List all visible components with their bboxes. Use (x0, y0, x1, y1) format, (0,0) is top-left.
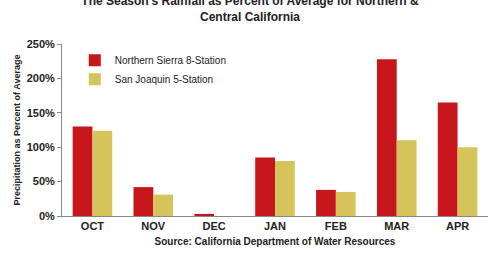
svg-text:0%: 0% (39, 210, 55, 222)
svg-text:250%: 250% (27, 38, 55, 50)
svg-text:Source: California Department: Source: California Department of Water R… (155, 236, 396, 247)
svg-text:APR: APR (446, 220, 469, 232)
svg-text:JAN: JAN (264, 220, 286, 232)
svg-text:NOV: NOV (141, 220, 166, 232)
svg-text:Precipitation as Percent of Av: Precipitation as Percent of Average (12, 55, 22, 206)
svg-text:Northern Sierra 8-Station: Northern Sierra 8-Station (115, 55, 226, 66)
svg-text:200%: 200% (27, 72, 55, 84)
svg-text:100%: 100% (27, 141, 55, 153)
svg-text:The Season's Rainfall as Perce: The Season's Rainfall as Percent of Aver… (81, 0, 419, 24)
svg-text:DEC: DEC (203, 220, 226, 232)
svg-text:San Joaquin 5-Station: San Joaquin 5-Station (115, 74, 213, 85)
svg-text:MAR: MAR (384, 220, 409, 232)
svg-text:OCT: OCT (81, 220, 105, 232)
svg-text:150%: 150% (27, 107, 55, 119)
svg-text:FEB: FEB (325, 220, 347, 232)
svg-text:50%: 50% (33, 175, 55, 187)
